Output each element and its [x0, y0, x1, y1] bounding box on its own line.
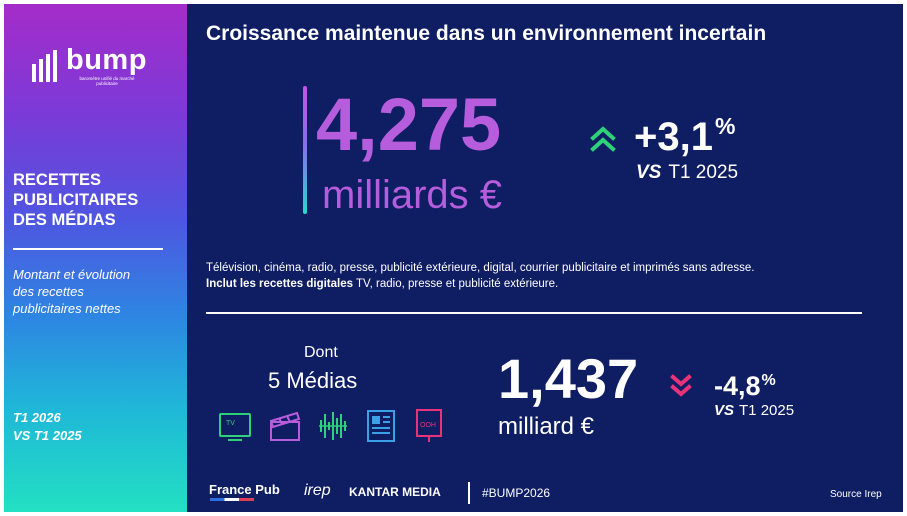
double-chevron-down-icon [670, 374, 692, 397]
five-media-value: 1,437 [498, 347, 639, 410]
scope-info-line: Télévision, cinéma, radio, presse, publi… [206, 262, 755, 274]
total-change-unit: % [714, 113, 736, 139]
five-media-change: -4,8% [714, 364, 776, 403]
five-media-change-unit: % [761, 372, 776, 389]
sidebar-description: Montant et évolution des recettes public… [13, 266, 183, 317]
total-vs-label: VS [636, 162, 662, 183]
irep-logo: irep [304, 482, 331, 499]
sidebar-title: RECETTES PUBLICITAIRES DES MÉDIAS [13, 170, 183, 230]
scope-info-bold: Inclut les recettes digitales [206, 278, 354, 290]
total-change-value: +3,1 [634, 115, 713, 159]
bump-bars-icon [32, 50, 57, 82]
cinema-clapper-icon [269, 411, 301, 441]
sidebar-description-line: Montant et évolution [13, 267, 131, 282]
five-media-vs-label: VS [714, 402, 735, 419]
accent-line [303, 86, 307, 214]
sidebar-title-line: PUBLICITAIRES [13, 191, 139, 209]
bump-logo: bump baromètre unifié du marché publicit… [32, 44, 162, 96]
sidebar-title-line: DES MÉDIAS [13, 211, 116, 229]
footer-source: Source Irep [830, 489, 882, 500]
total-change: +3,1% [634, 102, 735, 161]
scope-info: Télévision, cinéma, radio, presse, publi… [206, 260, 866, 292]
media-icons: TV OOH [218, 408, 448, 448]
total-comparison: VS T1 2025 [636, 162, 738, 184]
infographic-frame: bump baromètre unifié du marché publicit… [4, 4, 903, 512]
five-media-label-top: Dont [304, 344, 338, 361]
five-media-comparison: VS T1 2025 [714, 402, 794, 419]
logo-word: bump [66, 44, 147, 76]
logo-tagline: baromètre unifié du marché publicitaire [79, 76, 135, 86]
five-media-vs-period: T1 2025 [739, 402, 795, 419]
france-pub-logo-bar [210, 498, 254, 501]
press-newspaper-icon [367, 410, 395, 442]
kantar-media-logo: KANTAR MEDIA [349, 485, 441, 499]
sidebar-period-line: T1 2026 [13, 410, 61, 425]
total-vs-period: T1 2025 [668, 162, 739, 183]
sidebar-period: T1 2026 VS T1 2025 [13, 409, 183, 445]
tv-icon-label: TV [226, 420, 235, 427]
ooh-billboard-icon: OOH [416, 409, 442, 442]
main-divider [206, 312, 862, 314]
tv-icon: TV [219, 413, 251, 441]
sidebar-period-line: VS T1 2025 [13, 428, 82, 443]
page-title: Croissance maintenue dans un environneme… [206, 22, 767, 45]
ooh-icon-label: OOH [420, 422, 436, 429]
double-chevron-up-icon [590, 126, 616, 152]
scope-info-rest: TV, radio, presse et publicité extérieur… [353, 278, 559, 290]
five-media-unit: milliard € [498, 413, 595, 440]
sidebar-divider [13, 248, 163, 250]
radio-waves-icon [319, 412, 347, 440]
sidebar: bump baromètre unifié du marché publicit… [4, 4, 187, 512]
sidebar-description-line: des recettes [13, 284, 84, 299]
five-media-change-value: -4,8 [714, 371, 761, 401]
france-pub-logo: France Pub [209, 482, 280, 497]
sidebar-title-line: RECETTES [13, 171, 102, 189]
total-unit: milliards € [322, 173, 503, 217]
footer-hashtag: #BUMP2026 [482, 486, 551, 500]
scope-info-line: Inclut les recettes digitales TV, radio,… [206, 276, 866, 292]
total-value: 4,275 [316, 83, 502, 166]
five-media-label: 5 Médias [268, 368, 358, 393]
sidebar-description-line: publicitaires nettes [13, 301, 121, 316]
footer-separator [468, 482, 470, 504]
